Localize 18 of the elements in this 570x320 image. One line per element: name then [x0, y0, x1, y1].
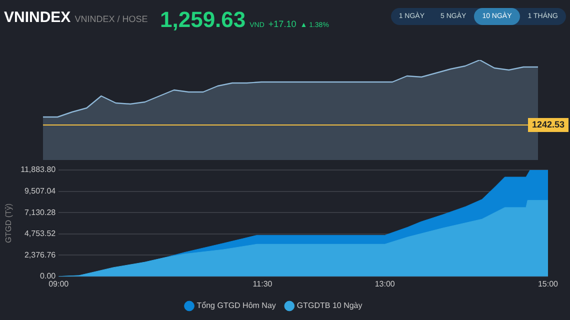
y-tick-label: 4,753.52	[24, 229, 56, 238]
y-tick-label: 9,507.04	[24, 186, 56, 196]
y-tick-label: 0.00	[40, 272, 56, 281]
y-tick-label: 7,130.28	[24, 208, 56, 217]
x-tick-label: 15:00	[538, 279, 559, 288]
legend-label: Tổng GTGD Hôm Nay	[196, 301, 276, 310]
x-tick-label: 11:30	[252, 279, 273, 288]
text: +17.10	[268, 19, 296, 29]
chart-subtitle: VNINDEX / HOSE	[74, 14, 148, 24]
annotation: 1242.53	[532, 119, 565, 130]
y-tick-label: 2,376.76	[24, 250, 56, 260]
y-axis-title: GTGD (Tỷ)	[4, 203, 14, 243]
text: 1,259.63	[160, 7, 246, 32]
chart-title: VNINDEX	[4, 9, 71, 26]
y-tick-label: 11,883.80	[20, 165, 56, 174]
legend-label: GTGDTB 10 Ngày	[296, 301, 362, 310]
x-tick-label: 09:00	[48, 279, 70, 288]
x-tick-label: 13:00	[374, 279, 396, 288]
